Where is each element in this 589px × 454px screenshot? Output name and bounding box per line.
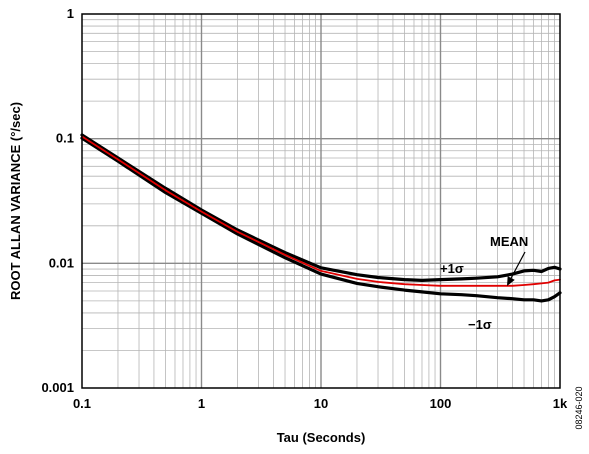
mean-arrow-head: [507, 276, 515, 286]
major-gridlines: [82, 14, 560, 388]
x-axis-title: Tau (Seconds): [277, 430, 366, 445]
x-tick-label: 10: [314, 396, 328, 411]
x-tick-label: 0.1: [73, 396, 91, 411]
y-tick-label: 1: [67, 6, 74, 21]
x-tick-label: 100: [430, 396, 452, 411]
minus-sigma-annotation: −1σ: [468, 317, 492, 332]
mean-annotation: MEAN: [490, 234, 528, 249]
mean-arrow-line: [508, 251, 526, 283]
series-line-2: [80, 136, 562, 303]
x-tick-label: 1: [198, 396, 205, 411]
figure-id: 08246-020: [574, 386, 584, 429]
series-line-0: [80, 133, 562, 282]
plus-sigma-annotation: +1σ: [440, 261, 464, 276]
y-axis-title: ROOT ALLAN VARIANCE (°/sec): [8, 102, 23, 300]
y-tick-label: 0.001: [41, 380, 74, 395]
y-tick-labels: 0.001 0.01 0.1 1: [41, 6, 74, 395]
x-tick-labels: 0.1 1 10 100 1k: [73, 396, 568, 411]
y-tick-label: 0.01: [49, 255, 74, 270]
x-tick-label: 1k: [553, 396, 568, 411]
y-tick-label: 0.1: [56, 131, 74, 146]
series-line-1: [81, 135, 561, 287]
plot-frame: [81, 13, 561, 389]
annotations: MEAN +1σ −1σ: [440, 234, 528, 332]
series-layer: [80, 133, 562, 303]
